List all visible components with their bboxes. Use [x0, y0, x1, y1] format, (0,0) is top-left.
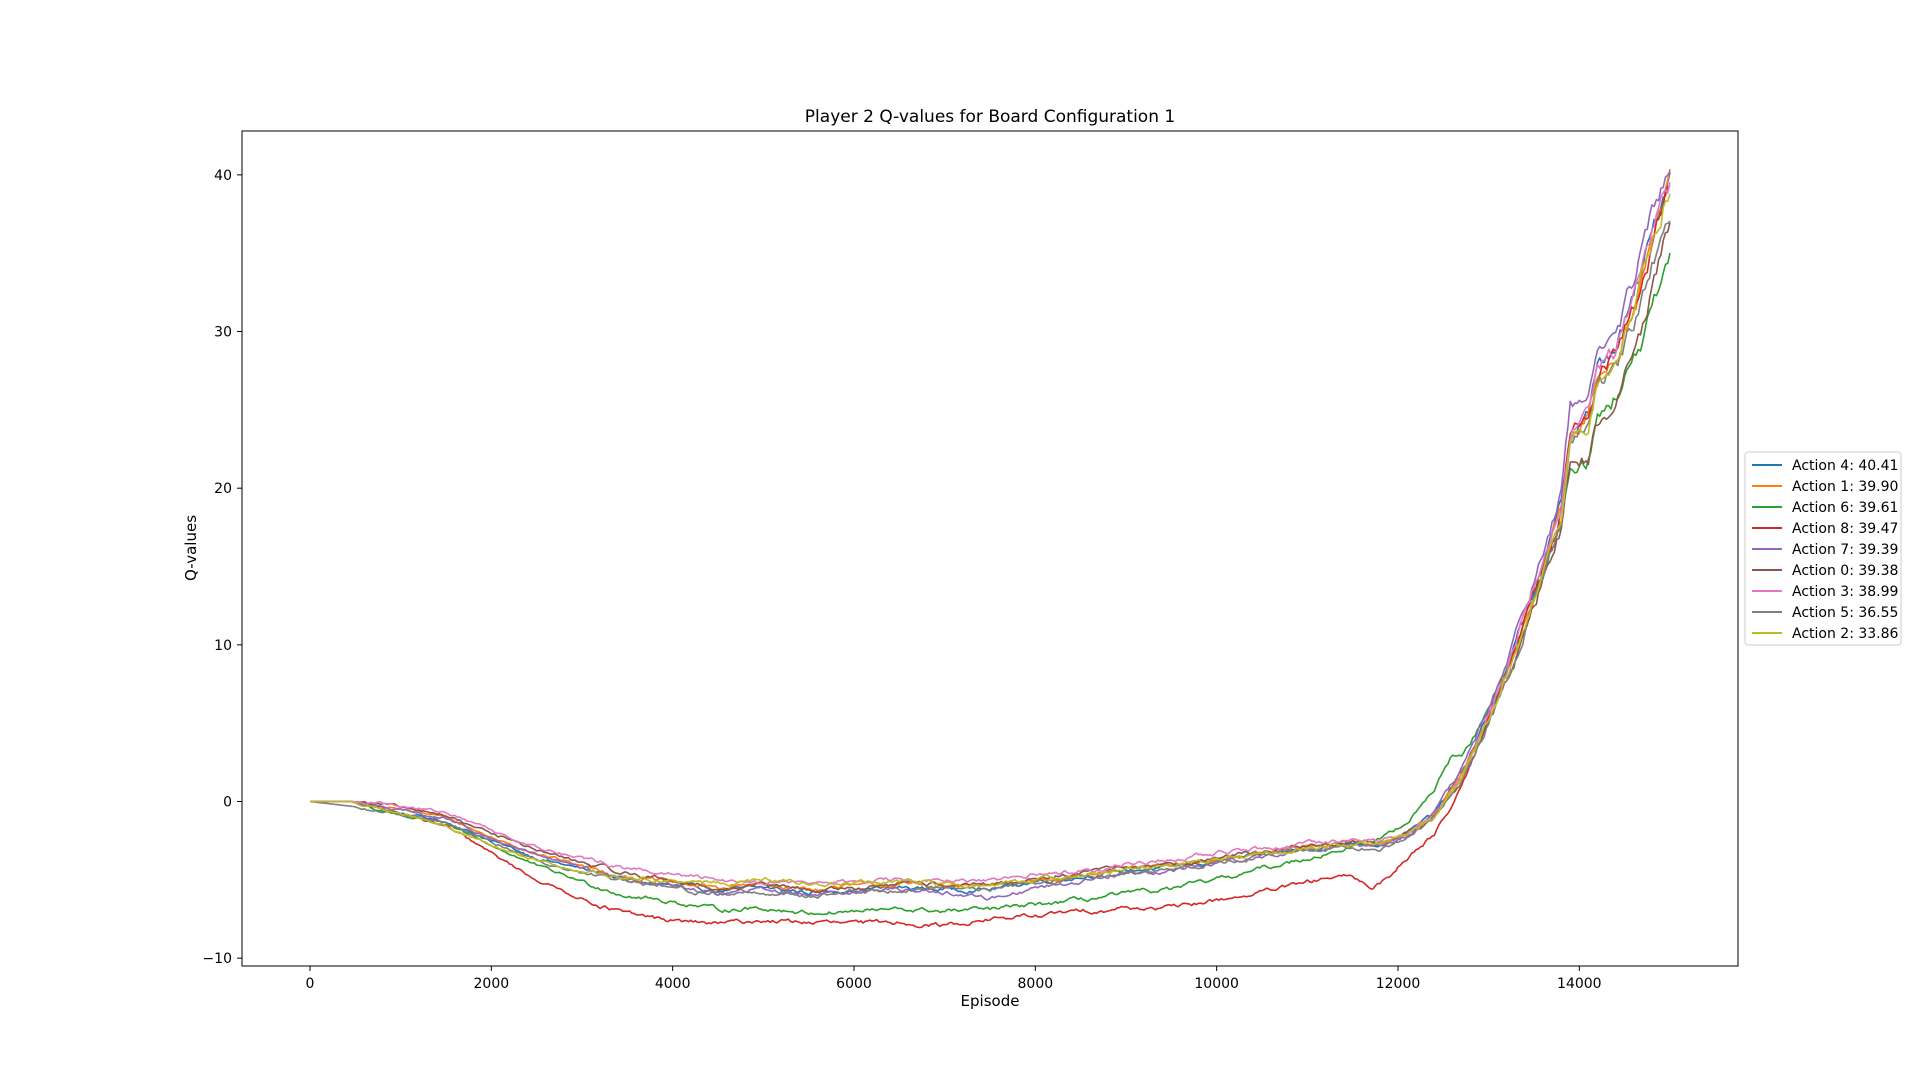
series-line — [310, 168, 1671, 893]
series-line — [309, 220, 1671, 899]
y-axis-ticks: −10 0 10 20 30 40 — [202, 168, 242, 967]
y-tick-label: 0 — [223, 795, 232, 811]
x-axis-label: Episode — [961, 992, 1020, 1010]
series-line — [310, 170, 1671, 901]
series-line — [310, 182, 1671, 886]
x-tick-label: 2000 — [474, 976, 510, 992]
x-axis-ticks: 0 2000 4000 6000 8000 10000 12000 14000 — [306, 966, 1602, 992]
series-line — [310, 252, 1671, 916]
y-tick-label: 10 — [214, 638, 232, 654]
y-axis-label: Q-values — [182, 515, 200, 581]
x-tick-label: 4000 — [655, 976, 691, 992]
legend-entry: Action 4: 40.41 — [1792, 458, 1898, 474]
legend-entry: Action 8: 39.47 — [1792, 521, 1898, 537]
legend-entry: Action 0: 39.38 — [1792, 563, 1898, 579]
x-tick-label: 0 — [306, 976, 315, 992]
y-tick-label: −10 — [202, 951, 232, 967]
x-tick-label: 8000 — [1018, 976, 1054, 992]
y-tick-label: 30 — [214, 325, 232, 341]
legend-entry: Action 1: 39.90 — [1792, 479, 1898, 495]
legend-entry: Action 3: 38.99 — [1792, 584, 1898, 600]
series-line — [310, 222, 1671, 894]
x-tick-label: 10000 — [1194, 976, 1239, 992]
x-tick-label: 14000 — [1557, 976, 1602, 992]
series-line — [310, 172, 1671, 896]
legend: Action 4: 40.41 Action 1: 39.90 Action 6: … — [1744, 451, 1902, 646]
y-tick-label: 40 — [214, 168, 232, 184]
x-tick-label: 6000 — [836, 976, 872, 992]
legend-frame — [1744, 451, 1902, 646]
x-tick-label: 12000 — [1376, 976, 1421, 992]
legend-entry: Action 7: 39.39 — [1792, 542, 1898, 558]
legend-entry: Action 2: 33.86 — [1792, 626, 1899, 642]
series-line — [310, 193, 1671, 889]
series-lines — [309, 168, 1671, 929]
y-tick-label: 20 — [214, 481, 232, 497]
legend-entry: Action 6: 39.61 — [1792, 500, 1898, 516]
chart-title: Player 2 Q-values for Board Configuratio… — [805, 107, 1175, 127]
series-line — [310, 185, 1671, 929]
legend-entry: Action 5: 36.55 — [1792, 605, 1898, 621]
plot-frame — [241, 130, 1739, 967]
